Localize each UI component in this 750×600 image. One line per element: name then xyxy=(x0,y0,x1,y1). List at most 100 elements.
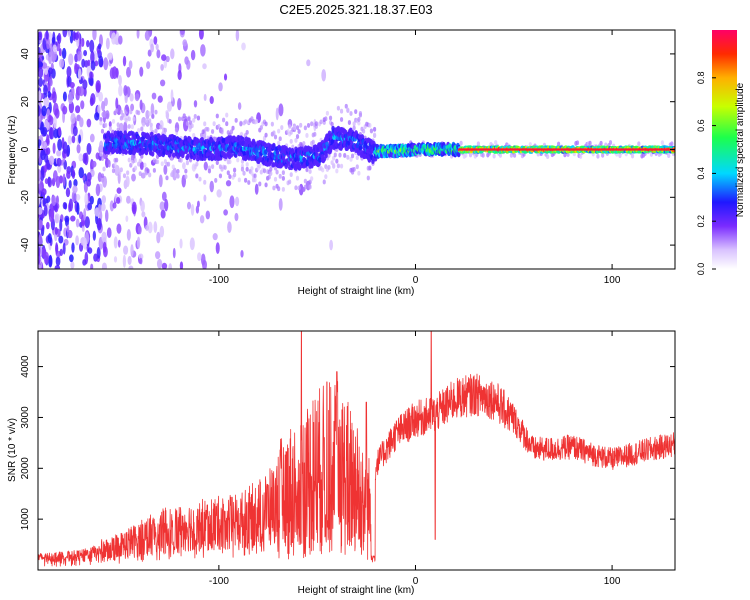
spectrogram-haze-cell xyxy=(176,168,180,174)
colorbar: 0.0 0.2 0.4 0.6 0.8 Normalized spectral ampl… xyxy=(696,30,746,275)
spectrogram-y-label: Frequency (Hz) xyxy=(7,116,18,185)
spectrogram-noise-cell xyxy=(82,259,87,266)
spectrogram-haze-cell xyxy=(608,140,613,145)
spectrogram-noise-cell xyxy=(116,223,122,234)
spectrogram-haze-cell xyxy=(146,168,150,174)
spectrogram-haze-cell xyxy=(324,116,328,122)
spectrogram-noise-cell xyxy=(68,198,74,212)
spectrogram-haze-cell xyxy=(133,157,138,163)
spectrogram-noise-cell xyxy=(77,51,81,62)
figure-title: C2E5.2025.321.18.37.E03 xyxy=(279,2,432,17)
spectrogram-noise-cell xyxy=(70,261,75,269)
spectrogram-haze-cell xyxy=(192,133,196,138)
spectrogram-noise-cell xyxy=(140,172,146,179)
spectrogram-noise-cell xyxy=(45,30,49,40)
spectrogram-noise-cell xyxy=(306,59,311,67)
spectrogram-noise-cell xyxy=(43,204,48,217)
spectrogram-haze-cell xyxy=(127,116,131,122)
spectrogram-haze-cell xyxy=(253,173,257,179)
colorbar-tick-label: 0.4 xyxy=(696,167,706,180)
spectrogram-noise-cell xyxy=(47,233,52,244)
spectrogram-noise-cell xyxy=(115,67,119,78)
snr-series xyxy=(38,331,675,567)
spectrogram-noise-cell xyxy=(118,35,123,45)
spectrogram-haze-cell xyxy=(264,182,268,188)
spectrogram-noise-cell xyxy=(212,233,218,241)
spectrogram-noise-cell xyxy=(202,63,207,70)
spectrogram-noise-cell xyxy=(177,70,182,81)
spectrogram-noise-cell xyxy=(74,62,78,75)
spectrogram-noise-cell xyxy=(122,254,127,268)
spectrogram-haze-cell xyxy=(297,185,301,191)
spectrogram-noise-cell xyxy=(126,66,131,78)
spectrogram-noise-cell xyxy=(90,263,94,269)
spectrogram-haze-cell xyxy=(234,117,238,123)
spectrogram-noise-cell xyxy=(166,101,173,112)
spectrogram-haze-cell xyxy=(579,154,583,159)
spectrogram-noise-cell xyxy=(74,53,79,63)
spectrogram-noise-cell xyxy=(195,205,200,214)
spectrogram-noise-cell xyxy=(321,69,327,82)
spectrogram-haze-cell xyxy=(302,141,306,146)
spectrogram-noise-cell xyxy=(70,86,75,98)
spectrogram-noise-cell xyxy=(55,242,59,255)
spectrogram-haze-cell xyxy=(220,129,224,135)
spectrogram-noise-cell xyxy=(170,48,175,60)
spectrogram-haze-cell xyxy=(210,164,215,170)
spectrogram-noise-cell xyxy=(38,105,41,117)
spectrogram-haze-cell xyxy=(108,126,112,131)
spectrogram-haze-cell xyxy=(168,118,172,124)
spectrogram-haze-cell xyxy=(115,108,119,113)
spectrogram-haze-cell xyxy=(601,152,605,158)
spectrogram-noise-cell xyxy=(70,112,76,125)
spectrogram-noise-cell xyxy=(155,43,159,51)
spectrogram-haze-cell xyxy=(155,124,160,129)
spectrogram-haze-cell xyxy=(196,115,201,121)
spectrogram-haze-cell xyxy=(195,173,199,179)
spectrogram-noise-cell xyxy=(154,251,161,260)
spectrogram-haze-cell xyxy=(295,134,300,139)
spectrogram-haze-cell xyxy=(355,164,359,170)
spectrogram-noise-cell xyxy=(75,218,80,228)
spectrogram-haze-cell xyxy=(267,174,271,180)
spectrogram-noise-cell xyxy=(126,195,131,204)
spectrogram-noise-cell xyxy=(46,134,50,145)
spectrogram-noise-cell xyxy=(101,231,107,243)
spectrogram-noise-cell xyxy=(68,101,75,114)
spectrogram-noise-cell xyxy=(131,201,137,215)
spectrogram-noise-cell xyxy=(106,227,112,239)
spectrogram-noise-cell xyxy=(83,87,87,97)
spectrogram-haze-cell xyxy=(278,136,282,142)
spectrogram-noise-cell xyxy=(102,241,107,253)
spectrogram-haze-cell xyxy=(492,153,496,159)
spectrogram-noise-cell xyxy=(48,254,53,267)
spectrogram-noise-cell xyxy=(40,165,45,175)
spectrogram-haze-cell xyxy=(481,152,485,158)
spectrogram-noise-cell xyxy=(48,51,53,65)
spectrogram-noise-cell xyxy=(43,141,48,150)
spectrogram-haze-cell xyxy=(130,159,134,165)
spectrogram-haze-cell xyxy=(102,153,106,158)
spectrogram-haze-cell xyxy=(498,152,503,158)
spectrogram-ridge-cell xyxy=(365,148,370,154)
spectrogram-noise-cell xyxy=(72,185,78,194)
spectrogram-haze-cell xyxy=(259,125,263,130)
spectrogram-haze-cell xyxy=(207,168,212,174)
spectrogram-haze-cell xyxy=(546,154,550,159)
spectrogram-noise-cell xyxy=(86,178,92,187)
spectrogram-noise-cell xyxy=(147,221,153,234)
spectrogram-noise-cell xyxy=(186,201,192,210)
spectrogram-noise-cell xyxy=(38,219,43,229)
spectrogram-haze-cell xyxy=(225,121,229,127)
spectrogram-haze-cell xyxy=(99,120,103,126)
spectrogram-noise-cell xyxy=(159,201,165,211)
spectrogram-haze-cell xyxy=(599,140,603,146)
snr-y-tick-label: 2000 xyxy=(20,457,31,480)
spectrogram-noise-cell xyxy=(96,246,101,259)
spectrogram-noise-cell xyxy=(125,175,130,188)
spectrogram-haze-cell xyxy=(322,179,326,185)
spectrogram-noise-cell xyxy=(65,217,69,227)
spectrogram-haze-cell xyxy=(660,140,665,146)
spectrogram-noise-cell xyxy=(193,100,198,108)
spectrogram-noise-cell xyxy=(38,233,43,246)
